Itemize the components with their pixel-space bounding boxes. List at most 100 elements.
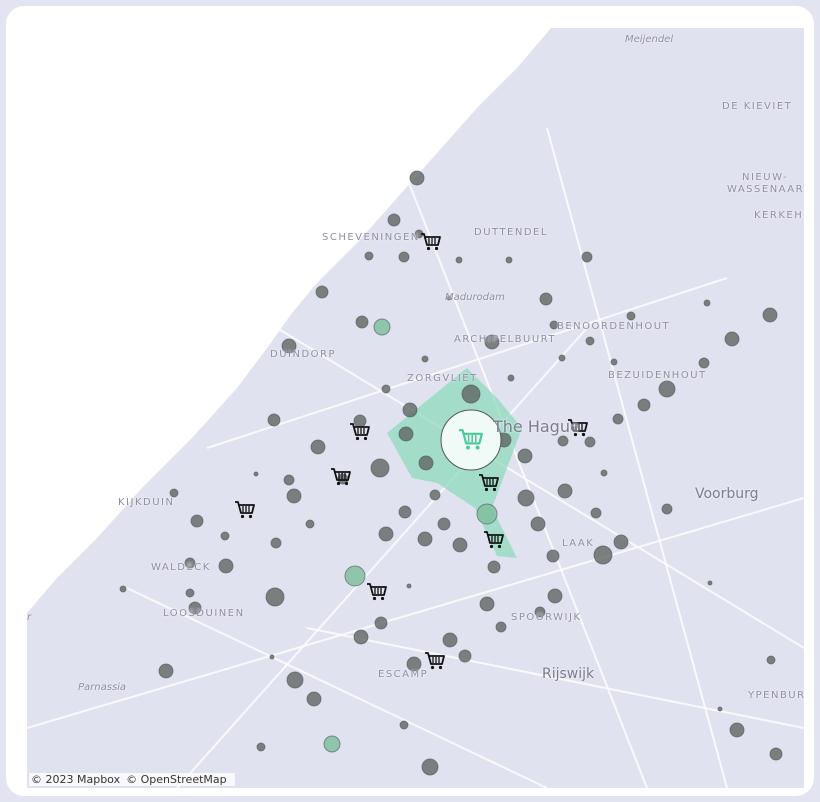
store-marker[interactable] bbox=[717, 706, 723, 712]
store-marker[interactable] bbox=[549, 320, 559, 330]
store-marker[interactable] bbox=[398, 426, 414, 442]
osm-attribution-link[interactable]: © OpenStreetMap bbox=[126, 773, 227, 786]
store-marker[interactable] bbox=[637, 398, 651, 412]
store-marker[interactable] bbox=[769, 747, 783, 761]
store-marker[interactable] bbox=[418, 455, 434, 471]
store-marker[interactable] bbox=[355, 315, 369, 329]
shopping-cart-icon[interactable] bbox=[421, 233, 441, 251]
store-marker[interactable] bbox=[585, 336, 595, 346]
store-marker[interactable] bbox=[461, 384, 481, 404]
store-marker[interactable] bbox=[707, 580, 713, 586]
store-marker[interactable] bbox=[269, 654, 275, 660]
store-marker[interactable] bbox=[442, 632, 458, 648]
selected-store-marker[interactable] bbox=[440, 409, 502, 471]
store-marker-highlight[interactable] bbox=[373, 318, 391, 336]
store-marker[interactable] bbox=[119, 585, 127, 593]
store-marker[interactable] bbox=[429, 489, 441, 501]
store-marker[interactable] bbox=[610, 358, 618, 366]
store-marker[interactable] bbox=[421, 355, 429, 363]
shopping-cart-icon[interactable] bbox=[367, 583, 387, 601]
store-marker[interactable] bbox=[406, 656, 422, 672]
shopping-cart-icon[interactable] bbox=[568, 419, 588, 437]
store-marker[interactable] bbox=[402, 402, 418, 418]
store-marker[interactable] bbox=[517, 489, 535, 507]
mapbox-attribution-link[interactable]: © 2023 Mapbox bbox=[31, 773, 121, 786]
store-marker[interactable] bbox=[421, 758, 439, 776]
store-marker[interactable] bbox=[378, 526, 394, 542]
store-marker[interactable] bbox=[185, 588, 195, 598]
store-marker[interactable] bbox=[530, 516, 546, 532]
store-marker[interactable] bbox=[547, 588, 563, 604]
store-marker[interactable] bbox=[265, 587, 285, 607]
store-marker[interactable] bbox=[766, 655, 776, 665]
store-marker[interactable] bbox=[169, 488, 179, 498]
store-marker[interactable] bbox=[218, 558, 234, 574]
store-marker[interactable] bbox=[305, 519, 315, 529]
store-marker-highlight[interactable] bbox=[323, 735, 341, 753]
store-marker[interactable] bbox=[590, 507, 602, 519]
store-marker[interactable] bbox=[381, 384, 391, 394]
store-marker[interactable] bbox=[374, 616, 388, 630]
store-marker[interactable] bbox=[613, 534, 629, 550]
store-marker[interactable] bbox=[703, 299, 711, 307]
store-marker[interactable] bbox=[398, 505, 412, 519]
store-marker[interactable] bbox=[479, 596, 495, 612]
store-marker[interactable] bbox=[452, 537, 468, 553]
store-marker[interactable] bbox=[612, 413, 624, 425]
store-marker[interactable] bbox=[557, 435, 569, 447]
store-marker[interactable] bbox=[158, 663, 174, 679]
store-marker[interactable] bbox=[729, 722, 745, 738]
store-marker[interactable] bbox=[409, 170, 425, 186]
store-marker[interactable] bbox=[188, 601, 202, 615]
store-marker[interactable] bbox=[306, 691, 322, 707]
store-marker[interactable] bbox=[600, 469, 608, 477]
store-marker[interactable] bbox=[353, 629, 369, 645]
store-marker[interactable] bbox=[417, 531, 433, 547]
store-marker-highlight[interactable] bbox=[344, 565, 366, 587]
store-marker[interactable] bbox=[286, 488, 302, 504]
shopping-cart-icon[interactable] bbox=[350, 423, 370, 441]
store-marker[interactable] bbox=[446, 295, 452, 301]
store-marker[interactable] bbox=[584, 436, 596, 448]
store-marker[interactable] bbox=[220, 531, 230, 541]
shopping-cart-icon[interactable] bbox=[484, 531, 504, 549]
store-marker[interactable] bbox=[495, 621, 507, 633]
shopping-cart-icon[interactable] bbox=[331, 468, 351, 486]
store-marker[interactable] bbox=[399, 720, 409, 730]
store-marker[interactable] bbox=[593, 545, 613, 565]
store-marker[interactable] bbox=[315, 285, 329, 299]
store-marker[interactable] bbox=[534, 606, 546, 618]
store-marker[interactable] bbox=[557, 483, 573, 499]
store-marker[interactable] bbox=[267, 413, 281, 427]
store-marker[interactable] bbox=[253, 471, 259, 477]
store-marker[interactable] bbox=[406, 583, 412, 589]
store-marker[interactable] bbox=[281, 338, 297, 354]
store-marker[interactable] bbox=[353, 414, 367, 428]
store-marker[interactable] bbox=[661, 503, 673, 515]
store-marker[interactable] bbox=[370, 458, 390, 478]
store-marker[interactable] bbox=[581, 251, 593, 263]
store-marker[interactable] bbox=[458, 649, 472, 663]
store-marker[interactable] bbox=[270, 537, 282, 549]
store-marker[interactable] bbox=[507, 374, 515, 382]
map-canvas[interactable]: Meijendel DE KIEVIET NIEUW- WASSENAAR KE… bbox=[27, 28, 804, 788]
store-marker[interactable] bbox=[286, 671, 304, 689]
shopping-cart-icon[interactable] bbox=[235, 501, 255, 519]
store-marker[interactable] bbox=[310, 439, 326, 455]
store-marker[interactable] bbox=[190, 514, 204, 528]
shopping-cart-icon[interactable] bbox=[479, 474, 499, 492]
store-marker[interactable] bbox=[283, 474, 295, 486]
store-marker[interactable] bbox=[762, 307, 778, 323]
store-marker[interactable] bbox=[484, 334, 500, 350]
store-marker[interactable] bbox=[539, 292, 553, 306]
store-marker[interactable] bbox=[487, 560, 501, 574]
store-marker[interactable] bbox=[455, 256, 463, 264]
store-marker[interactable] bbox=[256, 742, 266, 752]
store-marker[interactable] bbox=[558, 354, 566, 362]
store-marker[interactable] bbox=[184, 557, 196, 569]
store-marker[interactable] bbox=[658, 380, 676, 398]
store-marker[interactable] bbox=[437, 517, 451, 531]
store-marker[interactable] bbox=[626, 311, 636, 321]
store-marker-highlight[interactable] bbox=[476, 503, 498, 525]
store-marker[interactable] bbox=[364, 251, 374, 261]
